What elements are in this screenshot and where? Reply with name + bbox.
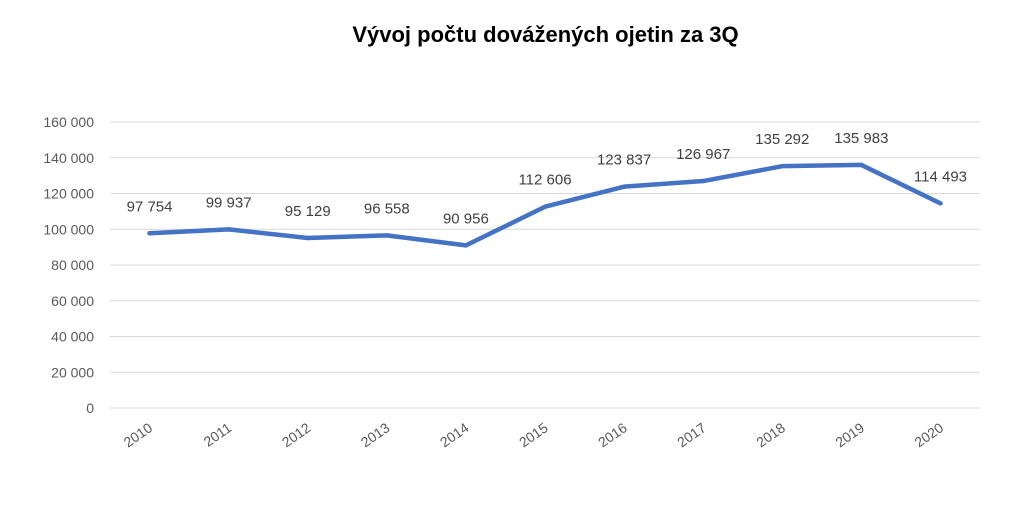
- y-tick-label: 160 000: [43, 114, 94, 130]
- x-tick-label: 2016: [595, 419, 630, 450]
- x-axis-ticks: 2010 2011 2012 2013 2014 2015 2016 2017 2018 2019…: [121, 419, 947, 450]
- data-label: 90 956: [443, 210, 489, 227]
- series-layer: [147, 162, 943, 248]
- x-tick-label: 2012: [279, 419, 314, 450]
- gridlines: [110, 121, 980, 409]
- data-label: 96 558: [364, 200, 410, 217]
- y-tick-label: 20 000: [51, 364, 94, 380]
- data-point: [700, 178, 706, 184]
- data-label: 126 967: [676, 146, 730, 163]
- y-tick-label: 80 000: [51, 257, 94, 273]
- data-point: [542, 204, 548, 209]
- y-tick-label: 100 000: [43, 221, 94, 237]
- data-label: 135 983: [834, 130, 888, 147]
- data-point: [938, 201, 943, 206]
- data-point: [780, 163, 785, 169]
- data-point: [226, 227, 231, 232]
- x-tick-label: 2011: [201, 419, 235, 449]
- data-label: 95 129: [285, 203, 331, 220]
- x-tick-label: 2020: [911, 419, 946, 450]
- x-tick-label: 2017: [674, 419, 709, 450]
- y-tick-label: 0: [86, 400, 94, 416]
- data-point: [859, 162, 864, 168]
- y-axis-ticks: 0 20 000 40 000 60 000 80 000 100 000 120 000 1…: [43, 114, 94, 416]
- x-tick-label: 2014: [437, 419, 472, 450]
- y-tick-label: 140 000: [43, 150, 94, 166]
- y-tick-label: 120 000: [43, 186, 94, 202]
- data-labels: 97 754 99 937 95 129 96 558 90 956 112 606 123…: [127, 130, 967, 227]
- chart-title: Vývoj počtu dovážených ojetin za 3Q: [352, 22, 739, 47]
- data-point: [147, 231, 152, 236]
- data-label: 114 493: [914, 168, 967, 185]
- x-tick-label: 2015: [516, 419, 551, 450]
- data-label: 135 292: [755, 131, 809, 148]
- data-label: 112 606: [518, 172, 571, 189]
- y-tick-label: 40 000: [51, 329, 94, 345]
- data-point: [621, 184, 627, 189]
- data-label: 97 754: [127, 198, 173, 215]
- x-tick-label: 2010: [121, 419, 156, 450]
- x-tick-label: 2019: [832, 419, 867, 450]
- y-tick-label: 60 000: [51, 293, 94, 309]
- data-point: [463, 243, 469, 248]
- data-point: [305, 235, 310, 241]
- data-point: [384, 233, 390, 238]
- x-tick-label: 2013: [358, 419, 393, 450]
- x-tick-label: 2018: [753, 419, 788, 450]
- data-label: 123 837: [597, 152, 651, 169]
- data-label: 99 937: [206, 194, 252, 211]
